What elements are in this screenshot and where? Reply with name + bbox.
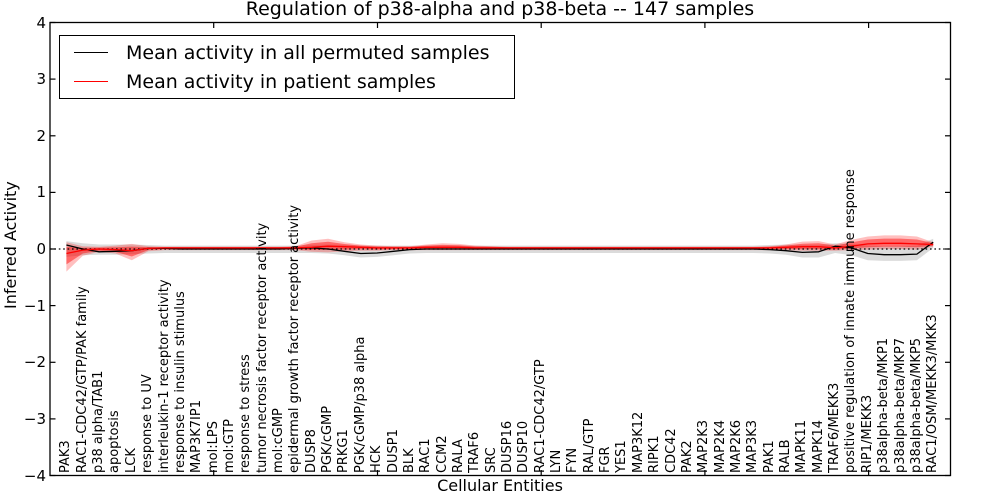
x-tick-label: apoptosis: [107, 410, 123, 473]
x-tick-label: MAPK11: [794, 419, 810, 473]
x-tick-label: RALB: [778, 439, 794, 473]
x-tick-label: TRAF6: [467, 431, 483, 473]
x-tick-label: FYN: [565, 447, 581, 473]
x-tick-label: MAPK14: [810, 419, 826, 473]
x-tick-label: RAL/GTP: [581, 418, 597, 473]
x-tick-label: response to insulin stimulus: [172, 291, 188, 473]
y-tick-label: −4: [23, 466, 46, 485]
x-tick-label: epidermal growth factor receptor activit…: [287, 204, 303, 473]
x-tick-label: tumor necrosis factor receptor activity: [254, 222, 270, 473]
y-tick-label: −2: [23, 353, 46, 372]
x-tick-label: YES1: [614, 440, 630, 473]
y-tick-label: 0: [36, 240, 46, 258]
x-tick-label: MAP3K12: [630, 411, 646, 473]
x-tick-label: p38alpha-beta/MKP5: [908, 337, 924, 473]
legend-entry-permuted: Mean activity in all permuted samples: [60, 38, 514, 67]
legend-line-permuted-icon: [74, 52, 108, 53]
y-tick-label: 1: [36, 183, 46, 202]
x-tick-label: mol:LPS: [205, 421, 221, 473]
x-tick-label: RAC1-CDC42/GTP/PAK family: [74, 286, 90, 473]
x-tick-label: MAP3K3: [745, 419, 761, 473]
x-tick-label: DUSP10: [516, 420, 532, 473]
x-tick-label: RIP1/MEKK3: [859, 394, 875, 473]
x-tick-label: p38alpha-beta/MKP7: [892, 337, 908, 473]
x-tick-label: RIPK1: [647, 435, 663, 473]
x-tick-label: CCM2: [434, 435, 450, 473]
x-tick-label: PGK/cGMP/p38 alpha: [352, 336, 368, 473]
x-tick-label: HCK: [369, 445, 385, 473]
x-tick-label: MAP2K6: [728, 419, 744, 473]
x-tick-label: RAC1/OSM/MEKK3/MKK3: [925, 314, 941, 473]
x-tick-label: mol:cGMP: [271, 408, 286, 473]
x-tick-label: SRC: [483, 447, 499, 473]
x-tick-label: MAP2K4: [712, 419, 728, 473]
x-tick-label: interleukin-1 receptor activity: [156, 279, 172, 473]
y-tick-label: 3: [36, 70, 46, 89]
x-tick-label: p38alpha-beta/MKP1: [876, 337, 892, 473]
legend-entry-patient: Mean activity in patient samples: [60, 67, 514, 96]
legend: Mean activity in all permuted samples Me…: [59, 35, 515, 99]
x-tick-label: TRAF6/MEKK3: [827, 382, 843, 473]
x-tick-label: BLK: [401, 448, 417, 473]
x-tick-label: DUSP16: [499, 420, 515, 473]
y-tick-label: 4: [36, 13, 46, 32]
x-tick-label: PAK2: [679, 440, 695, 473]
y-tick-label: −3: [23, 409, 46, 428]
x-tick-label: CDC42: [663, 428, 679, 473]
x-tick-label: p38 alpha/TAB1: [91, 370, 107, 473]
x-tick-label: response to UV: [140, 374, 156, 473]
x-tick-label: PGK/cGMP: [320, 405, 336, 473]
legend-label-patient: Mean activity in patient samples: [126, 70, 436, 93]
x-tick-label: DUSP1: [385, 429, 401, 473]
chart-title: Regulation of p38-alpha and p38-beta -- …: [245, 0, 755, 20]
x-tick-label: PAK3: [58, 440, 74, 473]
x-tick-label: MAP3K7IP1: [189, 400, 205, 473]
x-axis-label: Cellular Entities: [437, 476, 563, 495]
x-tick-label: PAK1: [761, 440, 777, 473]
legend-label-permuted: Mean activity in all permuted samples: [126, 41, 490, 64]
legend-line-patient-icon: [74, 81, 108, 82]
x-tick-label: RAC1-CDC42/GTP: [532, 359, 548, 473]
x-tick-label: LCK: [123, 448, 139, 473]
x-tick-label: FGR: [598, 446, 614, 473]
y-tick-label: −1: [23, 296, 46, 315]
x-tick-label: RALA: [450, 439, 466, 473]
x-tick-label: mol:GTP: [221, 419, 237, 473]
x-tick-label: DUSP8: [303, 429, 319, 473]
x-tick-label: LYN: [549, 449, 565, 473]
x-tick-label: PRKG1: [336, 429, 352, 473]
x-tick-label: RAC1: [418, 438, 434, 473]
x-tick-label: positive regulation of innate immune res…: [843, 169, 859, 473]
y-tick-label: 2: [36, 126, 46, 145]
x-tick-label: response to stress: [238, 354, 254, 473]
x-tick-label: MAP2K3: [696, 419, 712, 473]
